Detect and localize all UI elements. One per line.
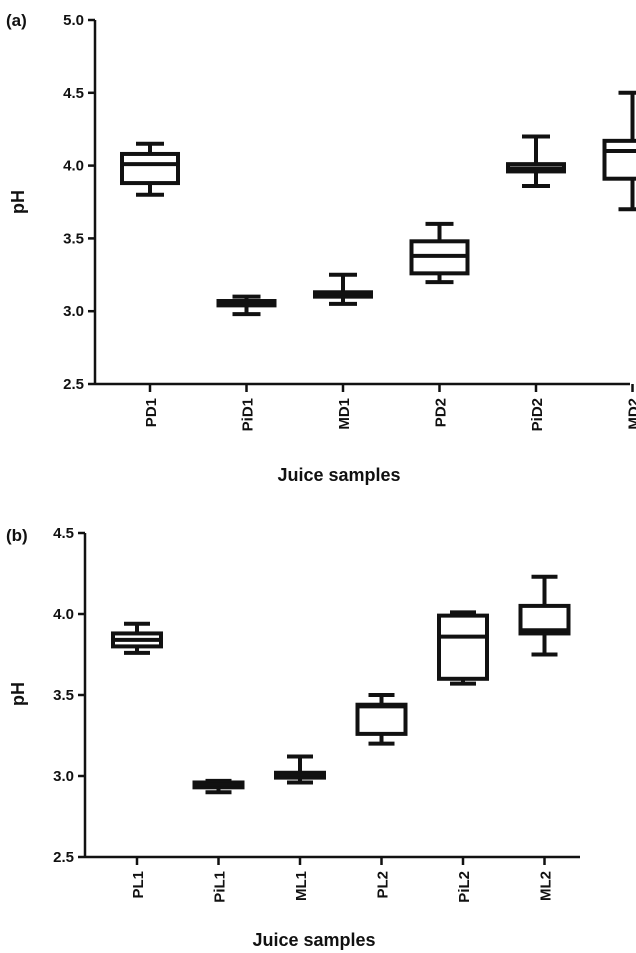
x-tick-label: PD1 [143,398,160,427]
x-tick-label: MD2 [626,398,636,430]
y-tick-label: 4.5 [63,85,84,102]
x-tick-label: PL2 [375,871,392,899]
x-tick-label: PD2 [433,398,450,427]
panel-a: (a) pH Juice samples 2.5 3.0 3.5 4.0 4.5 5.0 P… [6,11,636,485]
y-tick-label: 3.0 [63,303,84,320]
x-tick-label: PL1 [130,871,147,899]
y-tick-label: 2.5 [53,849,74,866]
y-tick-label: 4.5 [53,525,74,542]
panel-a-xlabel: Juice samples [277,465,400,485]
panel-a-plot: 2.5 3.0 3.5 4.0 4.5 5.0 PD1 PiD1 MD1 PD2 PiD2 MD2 [63,12,636,431]
x-tick-label: MD1 [336,398,353,430]
y-tick-label: 4.0 [53,606,74,623]
y-tick-label: 2.5 [63,376,84,393]
iqr-box [355,702,408,736]
x-tick-label: PiD1 [240,398,257,431]
y-tick-label: 3.0 [53,768,74,785]
panel-b-xlabel: Juice samples [252,930,375,950]
iqr-box [437,613,489,681]
y-tick-label: 3.5 [63,230,84,247]
y-tick-label: 4.0 [63,158,84,175]
panel-a-label: (a) [6,11,27,30]
iqr-box [602,138,636,181]
y-tick-label: 5.0 [63,12,84,29]
panel-b-label: (b) [6,526,28,545]
x-tick-label: PiL1 [212,871,229,903]
panel-b-plot: 2.5 3.0 3.5 4.0 4.5 PL1 PiL1 ML1 PL2 PiL2 ML2 [53,525,580,903]
iqr-box [120,151,180,186]
panel-b: (b) pH Juice samples 2.5 3.0 3.5 4.0 4.5 PL1 P… [6,525,580,950]
x-tick-label: PiD2 [529,398,546,431]
x-tick-label: ML2 [538,871,555,901]
panel-b-ylabel: pH [8,682,28,706]
x-tick-label: PiL2 [456,871,473,903]
x-tick-label: ML1 [293,871,310,901]
y-tick-label: 3.5 [53,687,74,704]
panel-a-ylabel: pH [8,190,28,214]
